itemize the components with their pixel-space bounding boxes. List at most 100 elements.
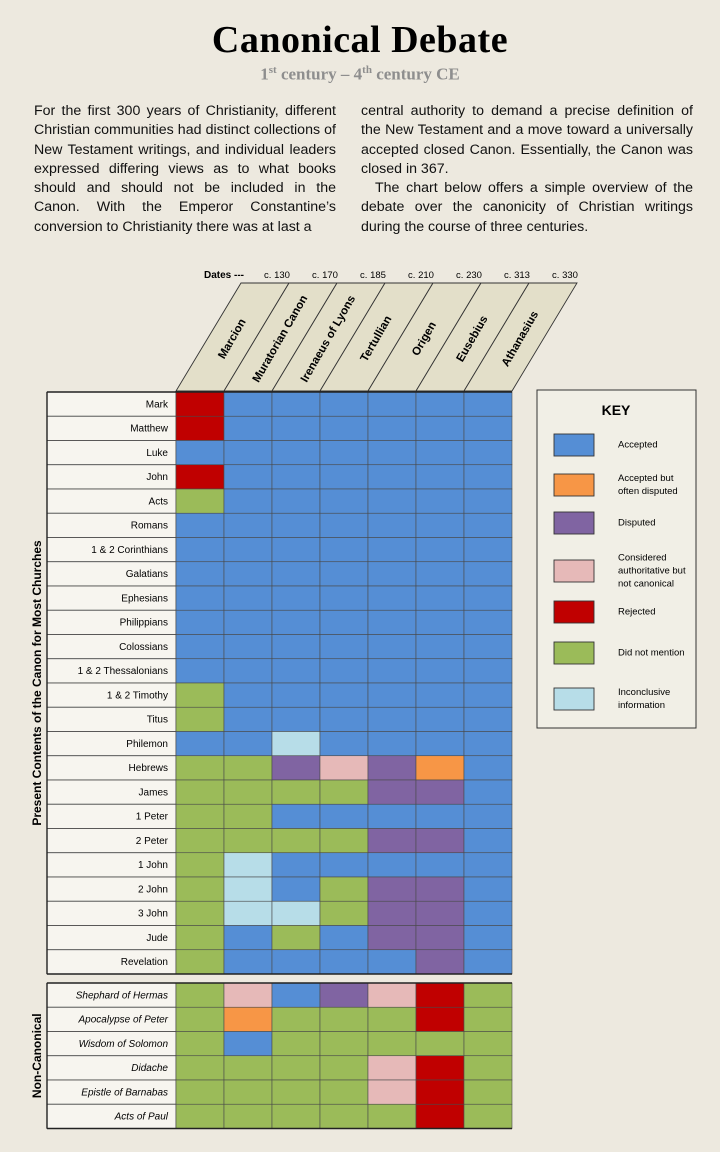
row-label: Matthew xyxy=(130,424,169,435)
status-cell xyxy=(415,925,465,951)
status-cell xyxy=(367,949,417,975)
subtitle-start-sup: st xyxy=(268,64,277,76)
status-cell xyxy=(367,852,417,878)
status-cell xyxy=(319,609,369,635)
status-cell xyxy=(367,779,417,805)
column-date-label: c. 313 xyxy=(504,270,530,281)
status-cell xyxy=(463,537,513,563)
row-label-cell xyxy=(46,900,177,926)
status-cell xyxy=(463,803,513,829)
status-cell xyxy=(463,609,513,635)
status-cell xyxy=(175,537,225,563)
status-cell xyxy=(175,512,225,538)
status-cell xyxy=(223,779,273,805)
status-cell xyxy=(223,925,273,951)
status-cell xyxy=(463,900,513,926)
status-cell xyxy=(415,537,465,563)
status-cell xyxy=(175,852,225,878)
status-cell xyxy=(319,949,369,975)
status-cell xyxy=(415,415,465,441)
status-cell xyxy=(463,512,513,538)
status-cell xyxy=(271,828,321,854)
status-cell xyxy=(271,440,321,466)
status-cell xyxy=(175,828,225,854)
row-label: Acts xyxy=(149,496,168,507)
status-cell xyxy=(175,1103,225,1129)
key-label: Rejected xyxy=(618,607,656,618)
subtitle-start-num: 1 xyxy=(260,64,269,84)
status-cell xyxy=(415,755,465,781)
row-label: Jude xyxy=(146,933,168,944)
subtitle-start-text: century – xyxy=(276,64,354,84)
status-cell xyxy=(223,1055,273,1081)
key-swatch xyxy=(553,511,595,535)
status-cell xyxy=(175,900,225,926)
chart-title: Canonical Debate xyxy=(211,19,509,61)
row-label: 1 & 2 Corinthians xyxy=(91,545,168,556)
row-label-cell xyxy=(46,876,177,902)
status-cell xyxy=(415,731,465,757)
row-label: 1 & 2 Thessalonians xyxy=(78,666,168,677)
status-cell xyxy=(415,512,465,538)
status-cell xyxy=(367,900,417,926)
row-label: 1 John xyxy=(138,860,168,871)
status-cell xyxy=(175,391,225,417)
status-cell xyxy=(175,803,225,829)
status-cell xyxy=(223,561,273,587)
status-cell xyxy=(271,464,321,490)
status-cell xyxy=(223,803,273,829)
row-label: 2 John xyxy=(138,884,168,895)
status-cell xyxy=(271,949,321,975)
status-cell xyxy=(463,561,513,587)
status-cell xyxy=(367,561,417,587)
status-cell xyxy=(319,852,369,878)
status-cell xyxy=(271,634,321,660)
row-label-cell xyxy=(46,682,177,708)
status-cell xyxy=(463,391,513,417)
status-cell xyxy=(319,561,369,587)
status-cell xyxy=(271,779,321,805)
status-cell xyxy=(271,537,321,563)
status-cell xyxy=(463,779,513,805)
key-swatch xyxy=(553,600,595,624)
status-cell xyxy=(271,1031,321,1057)
status-cell xyxy=(319,488,369,514)
subtitle-end-num: 4 xyxy=(353,64,363,84)
status-cell xyxy=(319,1031,369,1057)
status-cell xyxy=(271,876,321,902)
status-cell xyxy=(415,1031,465,1057)
status-cell xyxy=(415,779,465,805)
row-label-cell xyxy=(46,1079,177,1105)
group-label: Non-Canonical xyxy=(30,1013,44,1098)
status-cell xyxy=(223,706,273,732)
row-label: 2 Peter xyxy=(136,836,169,847)
intro-paragraph-2: central authority to demand a precise de… xyxy=(361,103,693,177)
status-cell xyxy=(223,537,273,563)
status-cell xyxy=(271,512,321,538)
status-cell xyxy=(175,706,225,732)
row-label: 1 & 2 Timothy xyxy=(107,690,168,701)
status-cell xyxy=(415,488,465,514)
key-title: KEY xyxy=(602,402,631,418)
row-label: Apocalypse of Peter xyxy=(78,1015,169,1026)
key-label: information xyxy=(618,700,665,711)
column-date-label: c. 185 xyxy=(360,270,386,281)
status-cell xyxy=(319,464,369,490)
status-cell xyxy=(175,1006,225,1032)
row-label: James xyxy=(139,787,168,798)
key-swatch xyxy=(553,641,595,665)
status-cell xyxy=(367,537,417,563)
status-cell xyxy=(319,512,369,538)
key-swatch xyxy=(553,687,595,711)
intro-column-2: central authority to demand a precise de… xyxy=(361,102,693,237)
status-cell xyxy=(415,464,465,490)
column-date-label: c. 170 xyxy=(312,270,338,281)
key-label: Inconclusive xyxy=(618,687,670,698)
status-cell xyxy=(271,852,321,878)
group-label: Present Contents of the Canon for Most C… xyxy=(30,540,44,826)
status-cell xyxy=(367,585,417,611)
status-cell xyxy=(367,512,417,538)
status-cell xyxy=(367,391,417,417)
column-date-label: c. 230 xyxy=(456,270,482,281)
status-cell xyxy=(415,440,465,466)
